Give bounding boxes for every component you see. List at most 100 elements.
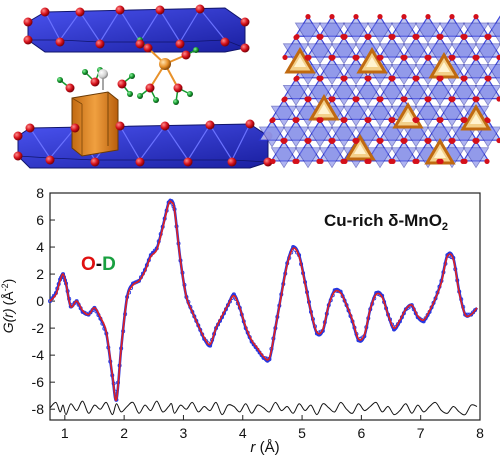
y-tick-label: -2 bbox=[32, 320, 45, 336]
x-tick-label: 7 bbox=[417, 425, 425, 441]
octahedron-face bbox=[462, 147, 490, 169]
oxygen-atom bbox=[473, 14, 479, 20]
x-tick-label: 6 bbox=[357, 425, 365, 441]
oxygen-atom bbox=[402, 54, 408, 61]
octahedron-face bbox=[330, 126, 358, 148]
oxygen-atom bbox=[401, 14, 407, 20]
x-tick-label: 2 bbox=[120, 425, 128, 441]
oxygen-atom bbox=[414, 117, 420, 123]
cu-tetrahedron-highlight bbox=[318, 104, 330, 114]
x-ticks: 1 2 3 4 5 6 7 8 bbox=[61, 415, 484, 441]
oxygen-atom bbox=[484, 158, 490, 164]
y-ticks: 8 6 4 2 0 -2 -4 -6 -8 bbox=[32, 185, 55, 417]
oxygen-atom bbox=[305, 14, 311, 20]
oxygen-atom bbox=[486, 34, 492, 40]
oxygen-atom bbox=[496, 96, 500, 102]
octahedron-face bbox=[270, 105, 298, 127]
octahedron-face bbox=[306, 126, 334, 148]
oxygen-atom bbox=[462, 75, 468, 81]
octahedron-face bbox=[426, 85, 454, 106]
oxygen-atom bbox=[330, 96, 336, 102]
difference-curve bbox=[49, 400, 478, 416]
x-tick-label: 1 bbox=[61, 425, 69, 441]
data-point bbox=[48, 299, 53, 304]
octahedron-face bbox=[282, 85, 310, 106]
oxygen-atom bbox=[330, 54, 336, 61]
octahedron-face bbox=[378, 126, 406, 148]
oxygen-atom bbox=[306, 137, 312, 144]
oxygen-atom bbox=[426, 96, 432, 102]
octahedron-face bbox=[402, 85, 430, 106]
y-axis-label: G(r)(Å-2) bbox=[0, 279, 16, 334]
oxygen-atom bbox=[438, 75, 444, 81]
cu-tetrahedron-highlight bbox=[470, 114, 482, 124]
octahedron-face bbox=[306, 85, 334, 106]
oxygen-atom bbox=[402, 137, 408, 144]
oxygen-atom bbox=[306, 54, 312, 61]
octahedron-face bbox=[390, 64, 418, 86]
octahedron-face bbox=[426, 126, 454, 148]
octahedron-face bbox=[270, 147, 298, 169]
oxygen-atom bbox=[342, 117, 348, 123]
chart-title: Cu-rich δ-MnO2 bbox=[324, 211, 448, 233]
oxygen-atom bbox=[378, 137, 384, 144]
oxygen-atom bbox=[354, 96, 360, 102]
od-annotation-dash: - bbox=[96, 254, 102, 275]
oxygen-atom bbox=[366, 34, 372, 40]
octahedron-face bbox=[366, 22, 394, 44]
oxygen-atom bbox=[318, 75, 324, 81]
x-tick-label: 5 bbox=[298, 425, 306, 441]
oxygen-atom bbox=[474, 137, 480, 144]
x-tick-label: 3 bbox=[180, 425, 188, 441]
octahedron-face bbox=[282, 126, 310, 148]
octahedron-face bbox=[354, 85, 382, 106]
oxygen-atom bbox=[378, 96, 384, 102]
oxygen-atom bbox=[366, 158, 372, 164]
cu-tetrahedron-highlight bbox=[354, 144, 366, 154]
oxygen-atom bbox=[342, 34, 348, 40]
fit-series-line bbox=[49, 200, 478, 402]
oxygen-atom bbox=[270, 158, 276, 164]
oxygen-atom bbox=[486, 75, 492, 81]
octahedron-face bbox=[258, 126, 286, 148]
oxygen-atom bbox=[318, 117, 324, 123]
x-axis-label: r (Å) bbox=[250, 439, 279, 456]
cu-atom-interlayer bbox=[147, 47, 187, 89]
oxygen-atom bbox=[294, 34, 300, 40]
octahedron-face bbox=[318, 22, 346, 44]
plot-frame bbox=[49, 192, 481, 421]
oxygen-atom bbox=[496, 54, 500, 61]
octahedron-face bbox=[318, 147, 346, 169]
oxygen-atom bbox=[354, 137, 360, 144]
octahedron-face bbox=[366, 105, 394, 127]
oxygen-atom bbox=[438, 158, 444, 164]
oxygen-atom bbox=[378, 54, 384, 61]
oxygen-atom bbox=[450, 54, 456, 61]
oxygen-atom bbox=[426, 137, 432, 144]
octahedron-face bbox=[426, 43, 454, 65]
octahedron-face bbox=[378, 43, 406, 65]
oxygen-atom bbox=[450, 137, 456, 144]
cu-tetrahedron-highlight bbox=[294, 57, 306, 67]
oxygen-atom bbox=[438, 34, 444, 40]
octahedron-face bbox=[318, 64, 346, 86]
oxygen-atom bbox=[414, 158, 420, 164]
oxygen-atom bbox=[329, 14, 335, 20]
od-annotation-d: D bbox=[102, 254, 116, 275]
cu-tetrahedron-highlight bbox=[402, 112, 414, 122]
oxygen-atom bbox=[342, 158, 348, 164]
octahedron-face bbox=[294, 147, 322, 169]
series-layer bbox=[48, 198, 479, 416]
x-tick-label: 8 bbox=[476, 425, 484, 441]
data-point bbox=[136, 278, 141, 283]
y-tick-label: 6 bbox=[36, 212, 44, 228]
octahedron-face bbox=[294, 22, 322, 44]
od-annotation: O-D bbox=[81, 254, 116, 275]
oxygen-atom bbox=[366, 75, 372, 81]
oxygen-atom bbox=[294, 117, 300, 123]
oxygen-atom bbox=[294, 158, 300, 164]
data-point bbox=[393, 324, 398, 329]
octahedron-face bbox=[438, 22, 466, 44]
oxygen-atom bbox=[354, 54, 360, 61]
